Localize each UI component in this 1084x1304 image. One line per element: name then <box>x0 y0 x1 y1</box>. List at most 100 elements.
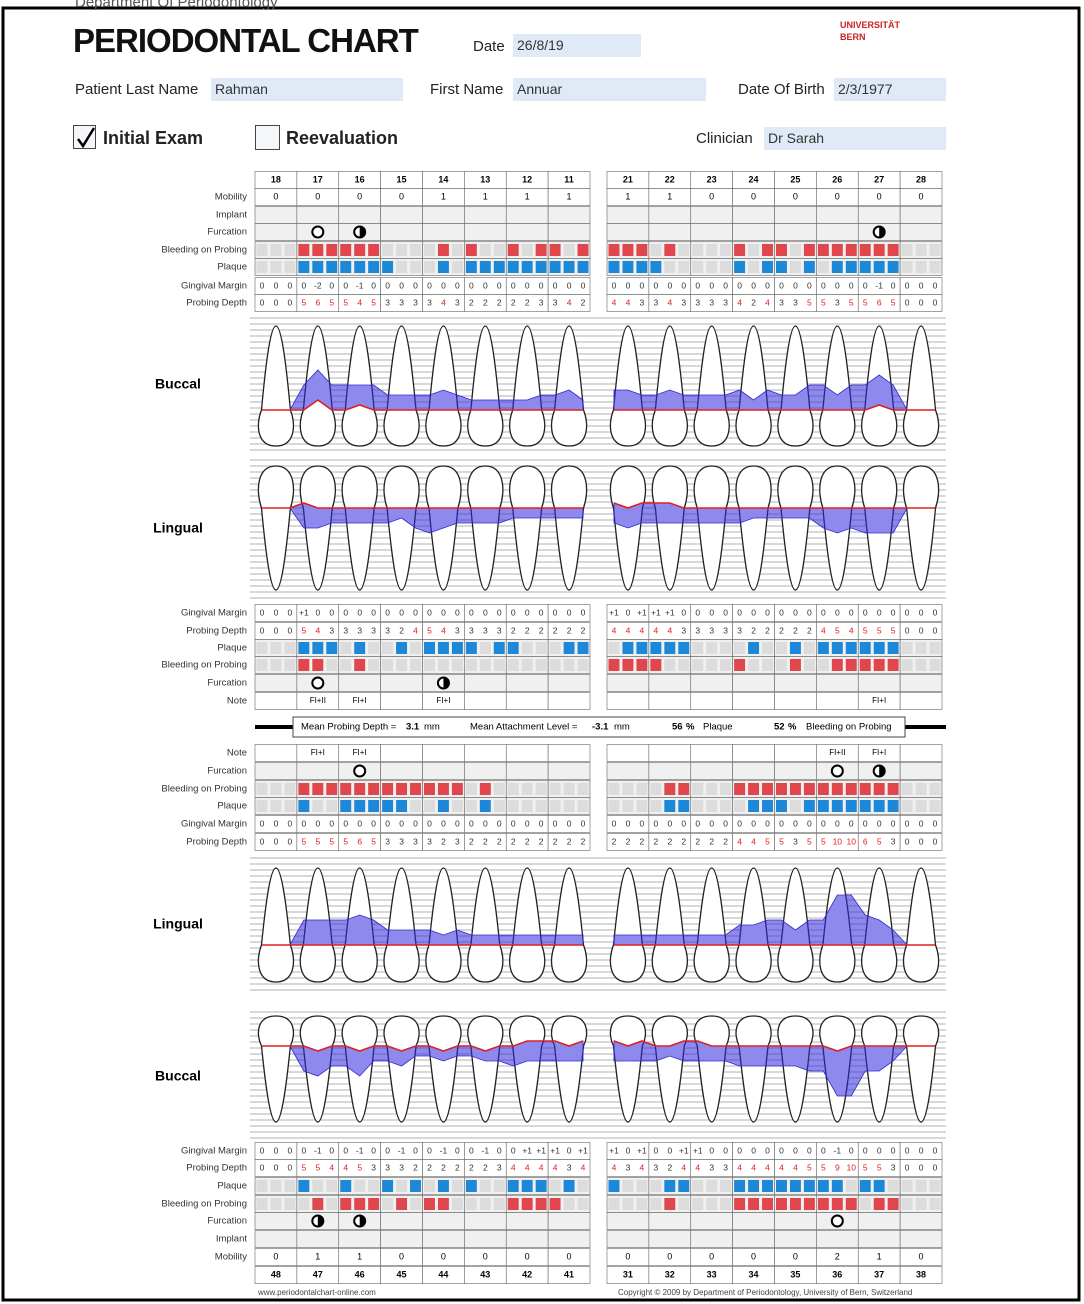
gingival-margin: 0 <box>441 818 446 828</box>
gingival-margin: 0 <box>288 607 293 617</box>
probing-depth: 0 <box>905 1162 910 1172</box>
bleeding <box>312 244 323 256</box>
plaque <box>438 261 449 273</box>
gingival-margin: 0 <box>539 607 544 617</box>
probing-depth: 5 <box>807 297 812 307</box>
gingival-margin: -1 <box>482 1145 490 1155</box>
checkbox[interactable] <box>73 125 96 149</box>
row-label: Probing Depth <box>186 298 247 309</box>
gingival-margin: +1 <box>651 607 661 617</box>
tooth <box>904 466 939 590</box>
tooth-number: 43 <box>480 1269 490 1279</box>
gingival-margin: -1 <box>398 1145 406 1155</box>
tooth-number: 22 <box>665 174 675 184</box>
bleeding <box>438 244 449 256</box>
checkbox[interactable] <box>255 125 280 150</box>
gingival-margin: 0 <box>288 818 293 828</box>
plaque <box>902 261 913 273</box>
bleeding <box>326 783 337 795</box>
gingival-margin: +1 <box>637 607 647 617</box>
gingival-margin: 0 <box>919 280 924 290</box>
gingival-margin: 0 <box>385 607 390 617</box>
probing-depth: 4 <box>612 297 617 307</box>
bleeding <box>790 783 801 795</box>
bleeding <box>578 783 589 795</box>
bleeding <box>368 659 379 671</box>
bleeding <box>466 659 477 671</box>
bleeding <box>930 659 941 671</box>
row-label: Gingival Margin <box>181 608 247 619</box>
bleeding <box>578 1198 589 1210</box>
probing-depth: 0 <box>274 836 279 846</box>
probing-depth: 3 <box>567 1162 572 1172</box>
probing-depth: 6 <box>877 297 882 307</box>
row-label: Note <box>227 748 247 759</box>
probing-depth: 4 <box>511 1162 516 1172</box>
plaque <box>650 261 661 273</box>
last-name-field[interactable]: Rahman <box>211 78 403 101</box>
mobility: 0 <box>919 1251 924 1261</box>
gingival-margin: 0 <box>581 607 586 617</box>
bleeding <box>298 659 309 671</box>
gingival-margin: 0 <box>483 818 488 828</box>
probing-depth: 10 <box>847 1162 857 1172</box>
plaque <box>706 642 717 654</box>
plaque <box>494 1180 505 1192</box>
bleeding <box>636 659 647 671</box>
probing-depth: 2 <box>667 1162 672 1172</box>
probing-depth: 2 <box>455 1162 460 1172</box>
probing-depth: 3 <box>497 1162 502 1172</box>
probing-depth: 3 <box>343 625 348 635</box>
date-field[interactable]: 26/8/19 <box>513 34 641 57</box>
plaque <box>916 1180 927 1192</box>
plaque <box>578 800 589 812</box>
dob-field[interactable]: 2/3/1977 <box>834 78 946 101</box>
plaque <box>466 642 477 654</box>
tooth <box>652 1016 687 1122</box>
probing-depth: 3 <box>371 625 376 635</box>
plaque <box>578 642 589 654</box>
gingival-margin: 0 <box>455 1145 460 1155</box>
tooth-number: 38 <box>916 1269 926 1279</box>
plaque <box>257 261 268 273</box>
plaque <box>466 1180 477 1192</box>
gingival-margin: 0 <box>539 818 544 828</box>
plaque <box>762 800 773 812</box>
plaque <box>622 261 633 273</box>
gingival-margin: 0 <box>640 818 645 828</box>
probing-depth: 2 <box>511 625 516 635</box>
plaque <box>340 261 351 273</box>
first-name-field[interactable]: Annuar <box>513 78 706 101</box>
plaque <box>284 642 295 654</box>
bleeding <box>664 1198 675 1210</box>
bleeding <box>438 659 449 671</box>
tooth <box>694 1016 729 1122</box>
bleeding <box>522 244 533 256</box>
clinician-field[interactable]: Dr Sarah <box>764 127 946 150</box>
mobility: 0 <box>793 191 798 201</box>
probing-depth: 0 <box>260 625 265 635</box>
plaque <box>452 800 463 812</box>
mobility: 0 <box>919 191 924 201</box>
cell <box>691 1231 733 1248</box>
plaque <box>678 1180 689 1192</box>
plaque <box>888 261 899 273</box>
tooth <box>426 868 461 982</box>
probing-depth: 2 <box>427 1162 432 1172</box>
probing-depth: 5 <box>371 297 376 307</box>
tooth-number: 17 <box>313 174 323 184</box>
probing-depth: 2 <box>539 625 544 635</box>
gingival-margin: -1 <box>314 1145 322 1155</box>
plaque <box>424 261 435 273</box>
plaque <box>930 261 941 273</box>
plaque <box>720 642 731 654</box>
gingival-margin: 0 <box>329 818 334 828</box>
bleeding <box>257 1198 268 1210</box>
bleeding <box>776 783 787 795</box>
plaque <box>480 642 491 654</box>
gingival-margin: 0 <box>807 607 812 617</box>
cell <box>775 1231 817 1248</box>
plaque <box>494 800 505 812</box>
bleeding <box>734 244 745 256</box>
plaque <box>804 261 815 273</box>
